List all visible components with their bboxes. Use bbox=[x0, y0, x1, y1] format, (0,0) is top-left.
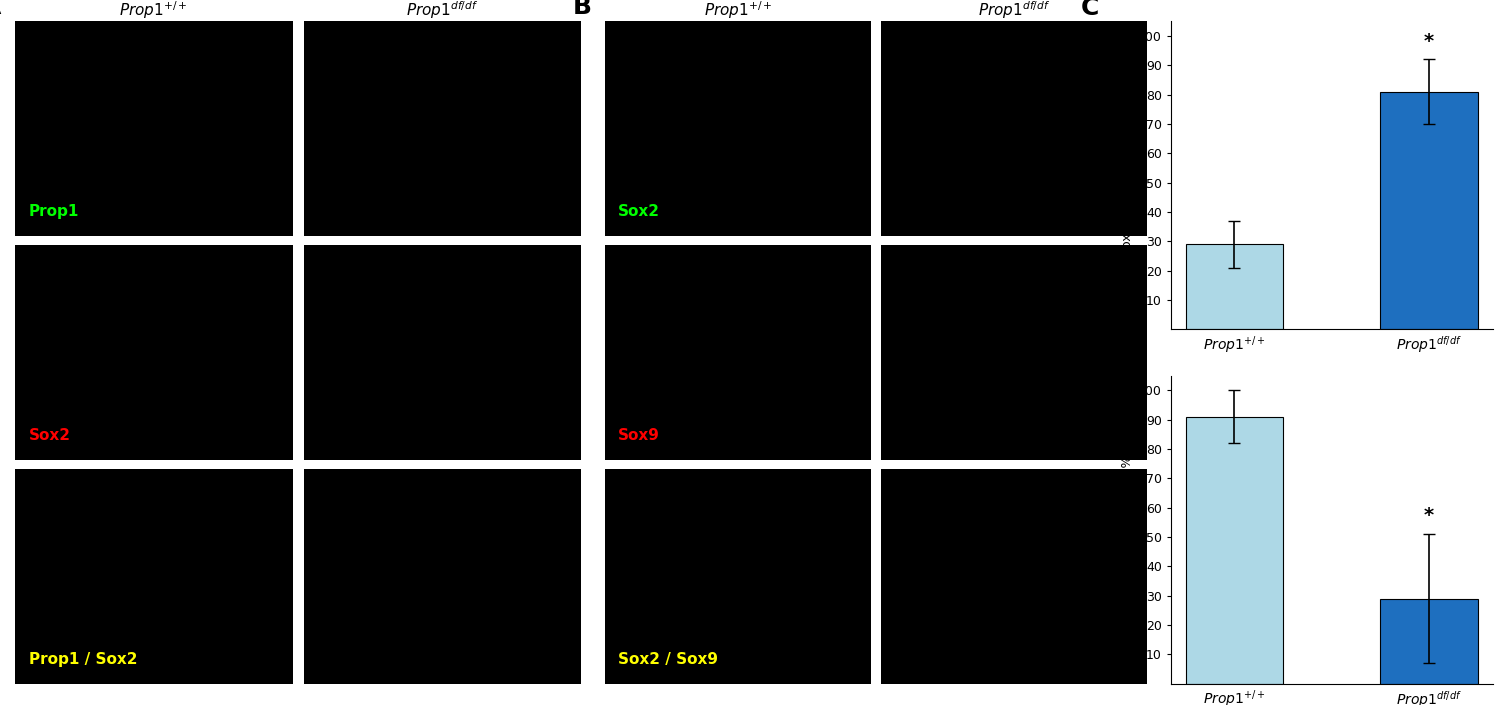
Title: $\it{Prop1^{df/df}}$: $\it{Prop1^{df/df}}$ bbox=[406, 0, 478, 21]
Text: B: B bbox=[573, 0, 592, 19]
Text: *: * bbox=[1424, 506, 1434, 525]
Text: Sox2 / Sox9: Sox2 / Sox9 bbox=[618, 651, 718, 667]
Text: Sox2: Sox2 bbox=[28, 428, 70, 443]
Y-axis label: Sox2+ Prop1+/Sox2+ (%): Sox2+ Prop1+/Sox2+ (%) bbox=[1120, 94, 1134, 257]
Bar bbox=[1185, 417, 1282, 684]
Y-axis label: Sox2+ Sox9+/Sox2+ (%): Sox2+ Sox9+/Sox2+ (%) bbox=[1120, 451, 1134, 608]
Bar bbox=[1380, 599, 1478, 684]
Text: *: * bbox=[1424, 32, 1434, 51]
Text: D: D bbox=[1082, 351, 1101, 375]
Text: C: C bbox=[1082, 0, 1100, 20]
Text: Sox2: Sox2 bbox=[618, 204, 660, 219]
Text: Prop1: Prop1 bbox=[28, 204, 80, 219]
Bar bbox=[1185, 244, 1282, 329]
Text: Prop1 / Sox2: Prop1 / Sox2 bbox=[28, 651, 138, 667]
Title: $\it{Prop1^{+/+}}$: $\it{Prop1^{+/+}}$ bbox=[120, 0, 188, 21]
Bar bbox=[1380, 92, 1478, 329]
Text: Sox9: Sox9 bbox=[618, 428, 660, 443]
Title: $\it{Prop1^{+/+}}$: $\it{Prop1^{+/+}}$ bbox=[704, 0, 772, 21]
Title: $\it{Prop1^{df/df}}$: $\it{Prop1^{df/df}}$ bbox=[978, 0, 1050, 21]
